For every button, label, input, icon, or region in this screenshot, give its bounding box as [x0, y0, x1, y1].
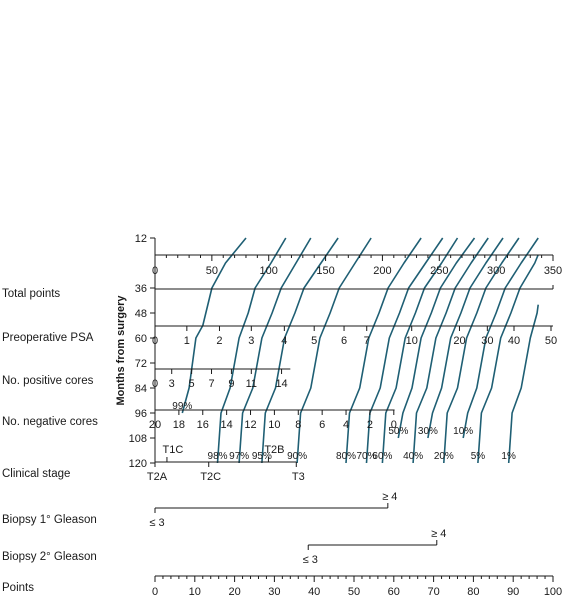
row-tick-label: T3: [292, 471, 305, 483]
curve-label: 97%: [229, 451, 249, 462]
curve-label: 80%: [336, 451, 356, 462]
row-tick-label: 10: [406, 335, 418, 347]
curve-label: 60%: [372, 451, 392, 462]
row-tick-label: ≤ 3: [303, 554, 318, 566]
row-tick-label: 16: [197, 419, 209, 431]
row-tick-label: 14: [221, 419, 233, 431]
row-tick-label: 14: [275, 378, 287, 390]
row-tick-label: T2A: [147, 471, 168, 483]
top-axis-tick-label: 0: [152, 265, 158, 277]
row-tick-label: 40: [508, 335, 520, 347]
row-tick-label: 2: [216, 335, 222, 347]
curve-label: 10%: [453, 426, 473, 437]
row-label: Clinical stage: [2, 468, 70, 480]
points-axis-tick-label: 90: [507, 586, 519, 595]
row-tick-label: 9: [228, 378, 234, 390]
points-axis-tick-label: 70: [427, 586, 439, 595]
row-label: Biopsy 1° Gleason: [2, 514, 97, 526]
row-tick-label: 1: [184, 335, 190, 347]
row-tick-label: 18: [173, 419, 185, 431]
points-axis-tick-label: 50: [348, 586, 360, 595]
row-tick-label: 5: [189, 378, 195, 390]
row-tick-label: T2B: [264, 444, 284, 456]
curve-label: 90%: [287, 451, 307, 462]
row-tick-label: 30: [481, 335, 493, 347]
row-tick-label: 11: [246, 378, 257, 390]
row-tick-label: ≤ 3: [149, 517, 164, 529]
row-tick-label: 7: [208, 378, 214, 390]
row-label: Total points: [2, 288, 60, 300]
curve-label: 50%: [388, 426, 408, 437]
row-tick-label: 3: [248, 335, 254, 347]
points-axis-tick-label: 0: [152, 586, 158, 595]
top-axis-tick-label: 100: [260, 265, 278, 277]
y-tick-label: 48: [135, 308, 147, 320]
row-label: Preoperative PSA: [2, 332, 94, 344]
points-axis-tick-label: 100: [544, 586, 562, 595]
row-tick-label: 4: [281, 335, 287, 347]
top-axis-tick-label: 200: [373, 265, 391, 277]
curve-label: 40%: [403, 451, 423, 462]
curve-label: 70%: [357, 451, 377, 462]
y-tick-label: 60: [135, 333, 147, 345]
top-axis-tick-label: 250: [430, 265, 448, 277]
row-tick-label: T1C: [163, 444, 184, 456]
row-tick-label: 0: [152, 335, 158, 347]
row-tick-label: 6: [319, 419, 325, 431]
row-label: No. negative cores: [2, 416, 98, 428]
row-tick-label: 4: [343, 419, 349, 431]
curve-label: 95%: [252, 451, 272, 462]
points-axis-tick-label: 30: [268, 586, 280, 595]
row-tick-label: 0: [152, 378, 158, 390]
row-label: No. positive cores: [2, 375, 94, 387]
row-tick-label: 20: [149, 419, 161, 431]
row-tick-label: 50: [545, 335, 557, 347]
points-axis-tick-label: 60: [388, 586, 400, 595]
curve-label: 99%: [172, 401, 192, 412]
top-axis-tick-label: 350: [544, 265, 562, 277]
points-axis-tick-label: 40: [308, 586, 320, 595]
row-tick-label: 0: [391, 419, 397, 431]
row-label: Biopsy 2° Gleason: [2, 551, 97, 563]
row-tick-label: 3: [169, 378, 175, 390]
row-tick-label: 8: [295, 419, 301, 431]
top-axis-tick-label: 300: [487, 265, 505, 277]
row-tick-label: ≥ 4: [382, 491, 397, 503]
y-tick-label: 84: [135, 383, 147, 395]
curve-label: 1%: [501, 451, 516, 462]
top-axis-tick-label: 150: [316, 265, 334, 277]
row-tick-label: 2: [367, 419, 373, 431]
y-tick-label: 36: [135, 283, 147, 295]
curve-label: 98%: [208, 451, 228, 462]
row-tick-label: 10: [268, 419, 280, 431]
row-label: Points: [2, 582, 34, 594]
y-tick-label: 120: [129, 458, 147, 470]
row-tick-label: 20: [453, 335, 465, 347]
survival-curve: [507, 304, 539, 464]
points-axis-tick-label: 20: [228, 586, 240, 595]
points-axis-tick-label: 10: [189, 586, 201, 595]
row-tick-label: T2C: [200, 471, 221, 483]
y-tick-label: 72: [135, 358, 147, 370]
row-tick-label: 5: [311, 335, 317, 347]
row-tick-label: ≥ 4: [431, 528, 446, 540]
row-tick-label: 6: [341, 335, 347, 347]
y-tick-label: 12: [135, 233, 147, 245]
y-tick-label: 96: [135, 408, 147, 420]
y-tick-label: 108: [129, 433, 147, 445]
top-axis-tick-label: 50: [206, 265, 218, 277]
curve-label: 5%: [471, 451, 486, 462]
y-axis-label: Months from surgery: [115, 295, 127, 406]
row-tick-label: 7: [364, 335, 370, 347]
curve-label: 20%: [434, 451, 454, 462]
row-tick-label: 12: [244, 419, 256, 431]
curve-label: 30%: [418, 426, 438, 437]
points-axis-tick-label: 80: [467, 586, 479, 595]
